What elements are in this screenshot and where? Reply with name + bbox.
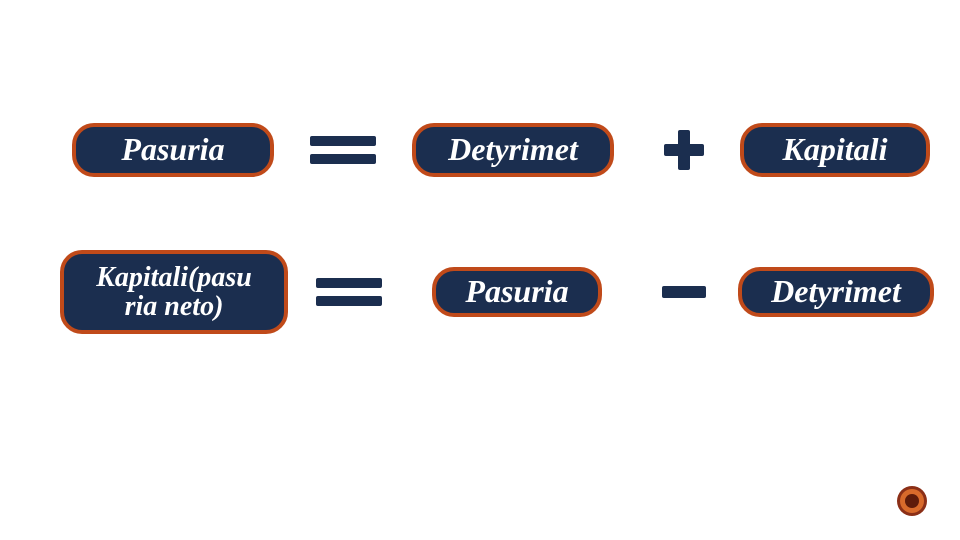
corner-badge (897, 486, 927, 516)
equals-r0 (310, 136, 376, 164)
pill-r0-c4: Kapitali (740, 123, 930, 177)
pill-r1-c2: Pasuria (432, 267, 602, 317)
pill-r1-c4: Detyrimet (738, 267, 934, 317)
diagram-stage: Pasuria Detyrimet Kapitali Kapitali(pasu ri… (0, 0, 960, 540)
equals-r1 (316, 278, 382, 306)
pill-r0-c2: Detyrimet (412, 123, 614, 177)
plus-r0 (664, 130, 704, 170)
minus-r1 (662, 286, 706, 298)
pill-r0-c0: Pasuria (72, 123, 274, 177)
pill-r1-c0: Kapitali(pasu ria neto) (60, 250, 288, 334)
